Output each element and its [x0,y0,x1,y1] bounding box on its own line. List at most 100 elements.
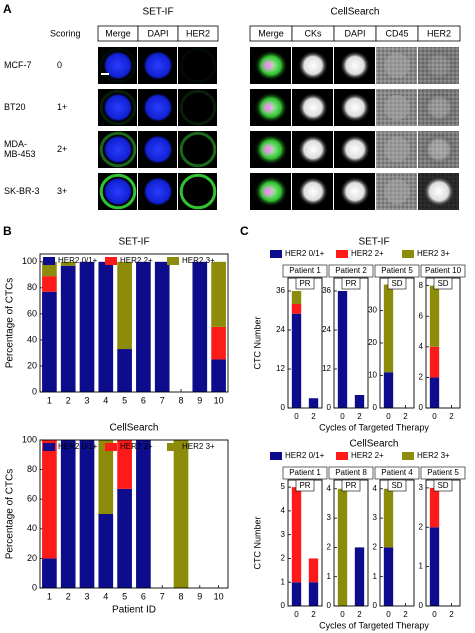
x-tick-label: 5 [122,591,127,601]
plot-frame [39,439,229,589]
bar-segment [337,488,348,606]
x-tick-label: 2 [66,591,71,601]
x-tick-label: 8 [178,591,183,601]
legend-swatch [402,452,414,460]
bar-segment [60,265,76,392]
y-tick-label: 24 [322,325,331,334]
bar-segment [117,440,132,489]
x-tick-label: 2 [403,610,408,619]
micrograph [250,47,291,84]
cell [297,134,329,165]
x-tick-label: 7 [160,395,165,405]
membrane [179,131,217,168]
micrograph [292,89,333,126]
y-tick-label: 20 [368,338,377,347]
x-tick-label: 5 [122,395,127,405]
column-header: HER2 [186,28,210,38]
legend-swatch [402,250,414,258]
x-tick-label: 4 [103,395,108,405]
y-tick-label: 6 [419,311,424,320]
subplot-title-box [420,466,466,480]
cell [423,91,455,124]
bar-segment [98,261,114,392]
micrograph [292,131,333,168]
cell [297,50,329,81]
micrograph [138,47,177,84]
nucleus [260,184,276,199]
bar-segment [429,377,440,408]
cell [384,52,410,79]
micrograph [138,89,177,126]
subplot-title: Patient 2 [335,266,367,275]
y-tick-label: 5 [281,482,286,491]
legend-swatch [105,443,117,451]
bar-segment [308,558,319,583]
cell-line: BT20 [4,102,26,112]
y-tick-label: 60 [27,308,37,318]
legend-swatch [167,443,179,451]
y-tick-label: 4 [419,342,424,351]
membrane [99,89,137,126]
x-tick-label: 7 [160,591,165,601]
legend-label: HER2 0/1+ [285,451,325,460]
header-box [177,25,219,42]
micrograph [418,47,459,84]
annotation: SD [391,481,402,490]
y-tick-label: 1 [419,562,424,571]
micrograph [98,131,137,168]
bar-segment [429,285,440,347]
column-header: DAPI [344,28,365,38]
group-title: SET-IF [142,7,173,18]
y-tick-label: 40 [27,334,37,344]
column-header: HER2 [427,28,451,38]
nucleus [142,50,174,81]
nucleus [142,134,174,165]
legend-label: HER2 2+ [120,442,153,451]
y-axis-label: CTC Number [252,516,262,569]
y-tick-label: 2 [327,543,332,552]
x-tick-label: 6 [141,591,146,601]
image-bg [178,47,217,84]
y-axis-label: Percentage of CTCs [5,469,16,560]
legend-label: HER2 0/1+ [58,442,98,451]
y-tick-label: 80 [27,464,37,474]
micrograph [138,173,177,210]
panel-label: B [3,224,12,238]
x-tick-label: 3 [84,395,89,405]
bar-segment [211,261,226,327]
legend-swatch [43,443,55,451]
micrograph [334,173,375,210]
subplot-title: Patient 5 [427,468,459,477]
bar-segment [211,359,226,392]
legend-swatch [270,250,282,258]
subplot-title: Patient 8 [335,468,367,477]
x-axis-label: Cycles of Targeted Therapy [319,422,429,432]
x-tick-label: 6 [141,395,146,405]
bar-segment [79,261,95,392]
bar-segment [136,440,151,588]
annotation-box [387,277,407,290]
header-box [417,25,461,42]
legend-swatch [167,257,179,265]
bar-segment [291,582,302,606]
bar-segment [42,558,57,588]
y-tick-label: 0 [373,601,378,610]
legend-label: HER2 3+ [417,249,450,258]
y-tick-label: 30 [368,306,377,315]
y-tick-label: 10 [368,371,377,380]
x-tick-label: 10 [214,591,224,601]
micrograph [418,89,459,126]
legend-swatch [336,452,348,460]
x-axis-label: Cycles of Targeted Therapy [319,620,429,630]
x-tick-label: 1 [47,591,52,601]
bar-segment [291,291,302,304]
y-tick-label: 3 [281,530,286,539]
nucleus [102,176,134,207]
legend-label: HER2 2+ [351,451,384,460]
legend-label: HER2 0/1+ [58,256,98,265]
annotation-box [341,277,361,290]
legend-swatch [336,250,348,258]
subplot-title: Patient 5 [381,266,413,275]
y-tick-label: 0 [327,601,332,610]
cell-line: MCF-7 [4,60,32,70]
